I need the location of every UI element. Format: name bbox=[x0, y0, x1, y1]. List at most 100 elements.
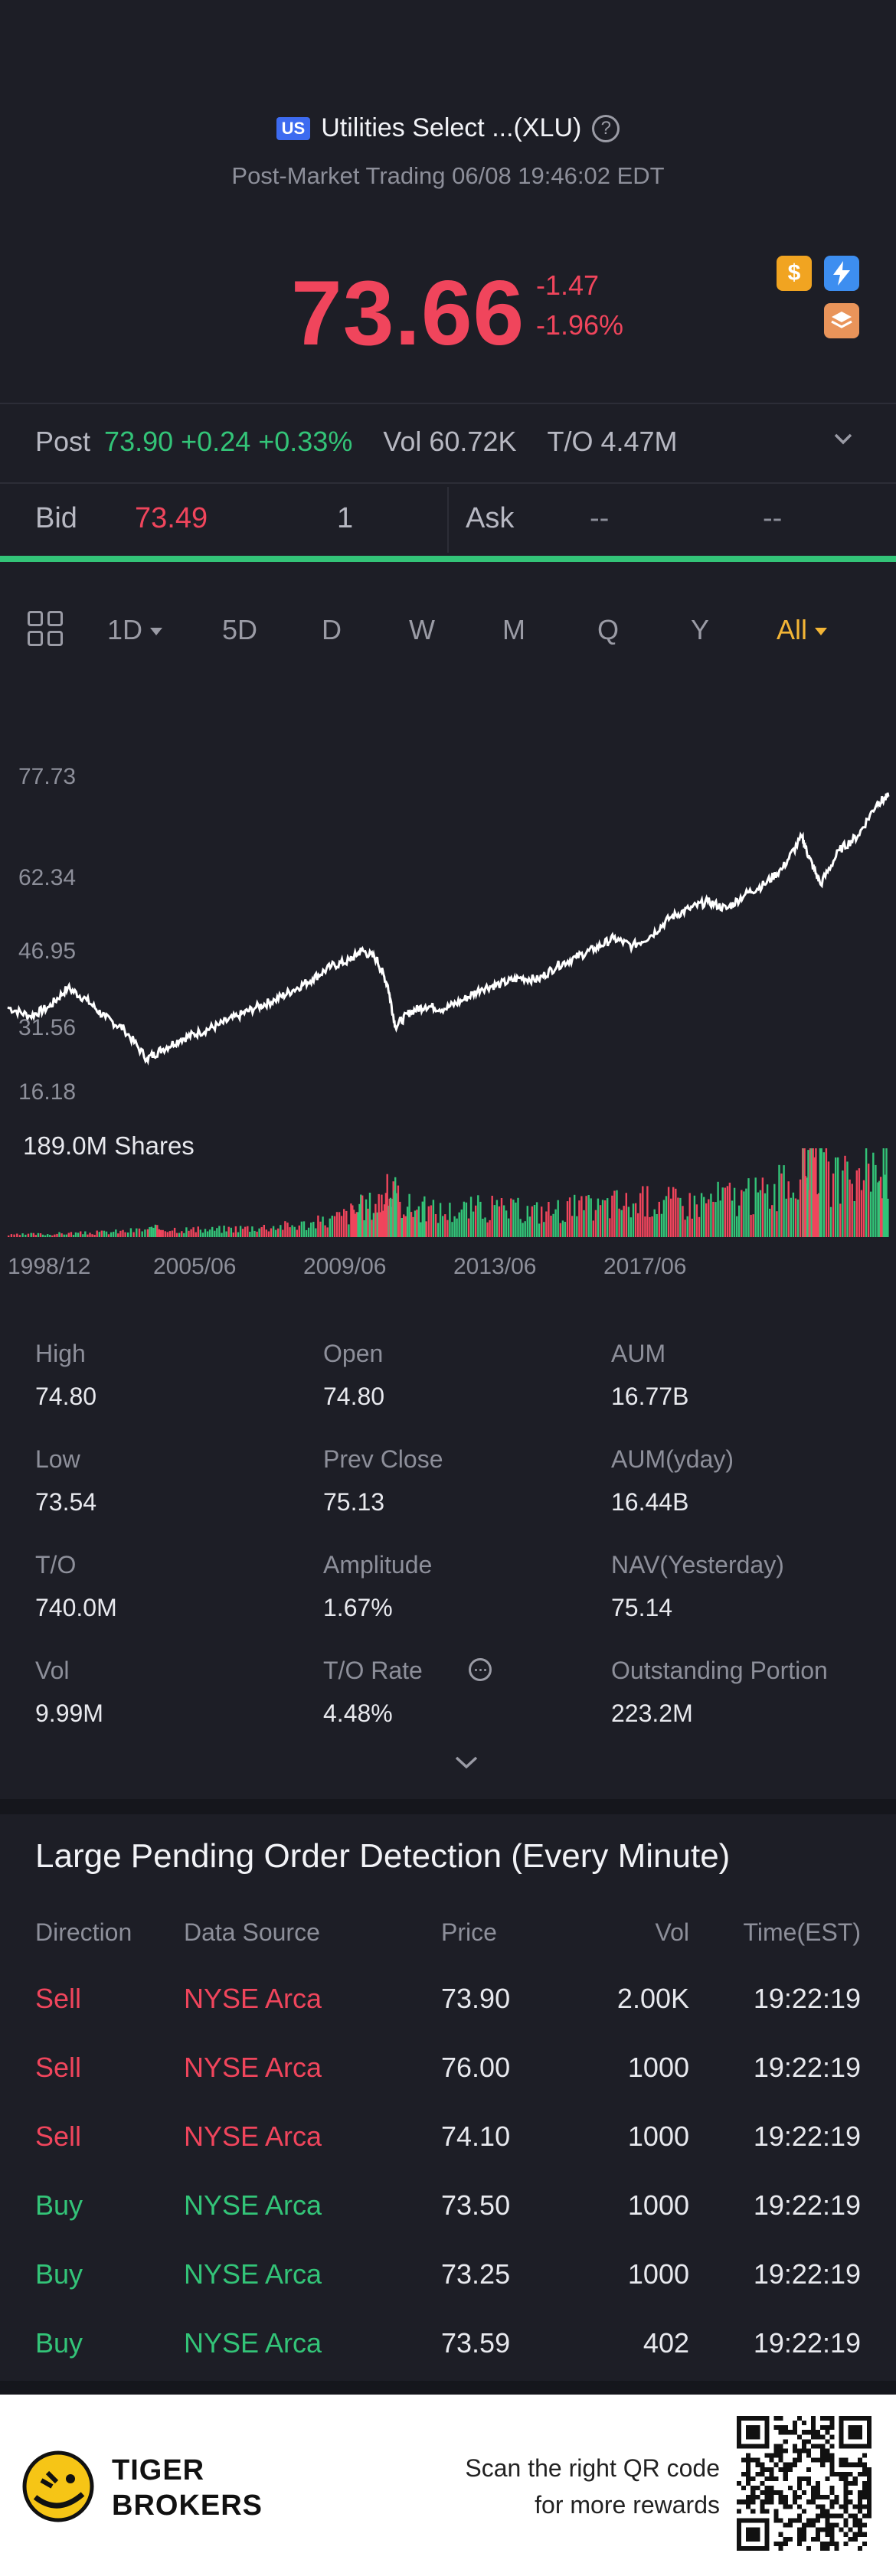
volume-bar bbox=[376, 1212, 378, 1237]
volume-bar bbox=[625, 1193, 627, 1237]
stat-label-low: Low bbox=[35, 1445, 80, 1473]
price-chart[interactable] bbox=[0, 735, 896, 1271]
volume-bar bbox=[825, 1148, 828, 1237]
volume-bar bbox=[813, 1157, 816, 1237]
volume-bar bbox=[251, 1226, 253, 1237]
volume-bar bbox=[363, 1220, 365, 1237]
stat-value-turnover: 740.0M bbox=[35, 1594, 117, 1621]
volume-bar bbox=[335, 1212, 338, 1237]
tab-m[interactable]: M bbox=[502, 614, 525, 645]
post-volume: Vol 60.72K bbox=[383, 426, 517, 457]
volume-bar bbox=[358, 1203, 361, 1237]
volume-bar bbox=[528, 1216, 531, 1237]
chevron-down-icon[interactable] bbox=[833, 429, 853, 449]
volume-bar bbox=[178, 1232, 181, 1237]
order-time: 19:22:19 bbox=[753, 2258, 861, 2290]
volume-bar bbox=[456, 1218, 458, 1237]
volume-bar bbox=[604, 1200, 607, 1237]
volume-bar bbox=[738, 1205, 741, 1237]
price-line bbox=[7, 792, 890, 1066]
volume-bar bbox=[127, 1232, 129, 1237]
volume-bar bbox=[331, 1216, 333, 1237]
order-volume: 1000 bbox=[627, 2052, 689, 2083]
volume-bar bbox=[715, 1202, 717, 1237]
x-tick-label: 2005/06 bbox=[153, 1254, 237, 1279]
volume-bar bbox=[607, 1198, 609, 1237]
volume-bar bbox=[185, 1227, 188, 1237]
volume-bar bbox=[249, 1232, 251, 1237]
flash-icon[interactable] bbox=[824, 256, 859, 291]
volume-bar bbox=[315, 1228, 317, 1237]
volume-bar bbox=[870, 1191, 872, 1237]
help-icon[interactable]: ? bbox=[592, 114, 620, 142]
y-tick-label: 62.34 bbox=[18, 865, 77, 890]
x-tick-label: 2013/06 bbox=[453, 1254, 537, 1279]
stat-value-volume: 9.99M bbox=[35, 1699, 103, 1727]
volume-bar bbox=[371, 1219, 373, 1237]
tab-all[interactable]: All bbox=[777, 614, 828, 646]
volume-bar bbox=[227, 1226, 230, 1237]
volume-bar bbox=[201, 1232, 204, 1237]
volume-bar bbox=[773, 1184, 776, 1237]
volume-bar bbox=[691, 1218, 693, 1237]
volume-bar bbox=[355, 1212, 358, 1237]
volume-bar bbox=[743, 1191, 745, 1237]
volume-bar bbox=[277, 1228, 280, 1237]
more-info-icon[interactable] bbox=[469, 1658, 492, 1681]
volume-bar bbox=[144, 1229, 146, 1237]
volume-bar bbox=[105, 1231, 108, 1237]
volume-bar bbox=[597, 1198, 600, 1237]
volume-bar bbox=[879, 1177, 882, 1237]
volume-bar bbox=[745, 1188, 747, 1237]
tab-w[interactable]: W bbox=[409, 614, 435, 645]
volume-bar bbox=[491, 1196, 493, 1237]
volume-bar bbox=[138, 1228, 141, 1237]
tab-y[interactable]: Y bbox=[691, 614, 710, 645]
tiger-logo-icon bbox=[22, 2450, 94, 2522]
volume-bar bbox=[350, 1203, 352, 1237]
volume-bar bbox=[519, 1219, 522, 1237]
qr-code-icon[interactable] bbox=[737, 2416, 871, 2551]
column-header-direction: Direction bbox=[35, 1918, 132, 1946]
tab-q[interactable]: Q bbox=[597, 614, 620, 645]
volume-bar bbox=[679, 1197, 682, 1237]
volume-bar bbox=[39, 1233, 42, 1237]
volume-bar bbox=[472, 1211, 475, 1237]
volume-bar bbox=[741, 1190, 743, 1237]
volume-bar bbox=[208, 1229, 211, 1237]
volume-bar bbox=[379, 1212, 381, 1237]
volume-bar bbox=[115, 1229, 117, 1237]
volume-bar bbox=[117, 1233, 119, 1237]
tab-d[interactable]: D bbox=[322, 614, 342, 645]
volume-bar bbox=[110, 1232, 113, 1237]
volume-bar bbox=[67, 1232, 70, 1237]
volume-bar bbox=[451, 1222, 453, 1237]
layers-icon[interactable] bbox=[824, 303, 859, 338]
volume-bar bbox=[712, 1201, 715, 1237]
volume-bar bbox=[333, 1216, 336, 1237]
tab-5d[interactable]: 5D bbox=[222, 614, 258, 645]
volume-bar bbox=[324, 1225, 326, 1237]
tab-1d[interactable]: 1D bbox=[107, 614, 163, 646]
y-tick-label: 31.56 bbox=[18, 1015, 77, 1040]
volume-bar bbox=[8, 1235, 10, 1237]
volume-bar bbox=[580, 1196, 583, 1237]
grid-icon[interactable] bbox=[28, 611, 63, 646]
volume-bar bbox=[214, 1230, 216, 1237]
volume-bar bbox=[862, 1180, 865, 1237]
expand-chevron-icon[interactable] bbox=[453, 1753, 479, 1771]
security-title[interactable]: Utilities Select ...(XLU) bbox=[321, 113, 582, 142]
dollar-icon[interactable]: $ bbox=[777, 256, 812, 291]
volume-bar bbox=[508, 1218, 510, 1237]
volume-bar bbox=[479, 1201, 482, 1237]
stat-value-high: 74.80 bbox=[35, 1383, 97, 1410]
period-tabs bbox=[28, 611, 63, 646]
volume-bar bbox=[724, 1187, 726, 1237]
volume-bar bbox=[554, 1209, 557, 1237]
volume-bar bbox=[417, 1206, 420, 1237]
volume-bar bbox=[809, 1148, 812, 1237]
order-time: 19:22:19 bbox=[753, 2052, 861, 2083]
brand-name-line1: TIGER bbox=[112, 2454, 205, 2486]
volume-bar bbox=[65, 1234, 67, 1237]
volume-bar bbox=[776, 1211, 778, 1237]
